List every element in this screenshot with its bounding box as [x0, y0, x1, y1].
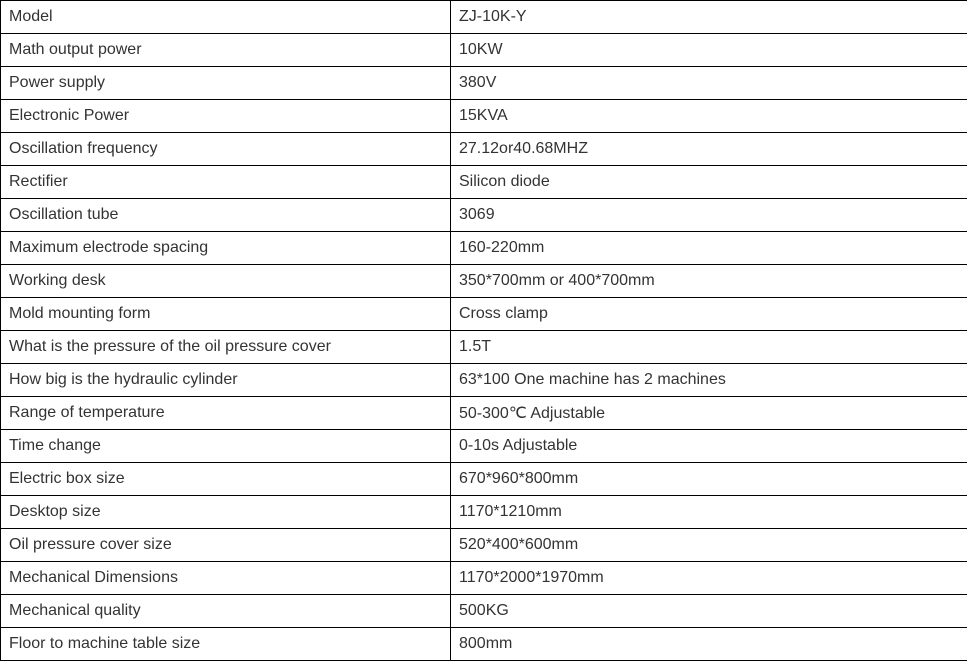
table-body: Model ZJ-10K-Y Math output power 10KW Po… [1, 1, 967, 661]
spec-value: 50-300℃ Adjustable [451, 397, 967, 430]
spec-value: 670*960*800mm [451, 463, 967, 496]
table-row: How big is the hydraulic cylinder 63*100… [1, 364, 967, 397]
spec-label: Electric box size [1, 463, 451, 496]
table-row: Floor to machine table size 800mm [1, 628, 967, 661]
spec-label: Range of temperature [1, 397, 451, 430]
spec-label: How big is the hydraulic cylinder [1, 364, 451, 397]
table-row: Rectifier Silicon diode [1, 166, 967, 199]
table-row: Oil pressure cover size 520*400*600mm [1, 529, 967, 562]
spec-value: 3069 [451, 199, 967, 232]
spec-label: Power supply [1, 67, 451, 100]
spec-value: 350*700mm or 400*700mm [451, 265, 967, 298]
spec-value: 380V [451, 67, 967, 100]
spec-label: Oscillation frequency [1, 133, 451, 166]
table-row: Time change 0-10s Adjustable [1, 430, 967, 463]
spec-value: 500KG [451, 595, 967, 628]
spec-label: Model [1, 1, 451, 34]
spec-value: 0-10s Adjustable [451, 430, 967, 463]
spec-value: 800mm [451, 628, 967, 661]
spec-label: Electronic Power [1, 100, 451, 133]
table-row: Power supply 380V [1, 67, 967, 100]
spec-value: Cross clamp [451, 298, 967, 331]
table-row: Electronic Power 15KVA [1, 100, 967, 133]
spec-value: 63*100 One machine has 2 machines [451, 364, 967, 397]
spec-value: 15KVA [451, 100, 967, 133]
spec-label: Floor to machine table size [1, 628, 451, 661]
spec-label: Working desk [1, 265, 451, 298]
spec-label: What is the pressure of the oil pressure… [1, 331, 451, 364]
spec-label: Maximum electrode spacing [1, 232, 451, 265]
spec-label: Mold mounting form [1, 298, 451, 331]
table-row: Desktop size 1170*1210mm [1, 496, 967, 529]
spec-label: Mechanical quality [1, 595, 451, 628]
table-row: Mold mounting form Cross clamp [1, 298, 967, 331]
spec-value: ZJ-10K-Y [451, 1, 967, 34]
table-row: Mechanical quality 500KG [1, 595, 967, 628]
spec-value: 27.12or40.68MHZ [451, 133, 967, 166]
table-row: Range of temperature 50-300℃ Adjustable [1, 397, 967, 430]
spec-label: Oil pressure cover size [1, 529, 451, 562]
specification-table: Model ZJ-10K-Y Math output power 10KW Po… [0, 0, 967, 661]
table-row: Model ZJ-10K-Y [1, 1, 967, 34]
table-row: Electric box size 670*960*800mm [1, 463, 967, 496]
table-row: What is the pressure of the oil pressure… [1, 331, 967, 364]
spec-label: Time change [1, 430, 451, 463]
table-row: Oscillation tube 3069 [1, 199, 967, 232]
spec-label: Math output power [1, 34, 451, 67]
spec-value: 520*400*600mm [451, 529, 967, 562]
spec-label: Mechanical Dimensions [1, 562, 451, 595]
spec-value: 1170*1210mm [451, 496, 967, 529]
spec-label: Oscillation tube [1, 199, 451, 232]
table-row: Working desk 350*700mm or 400*700mm [1, 265, 967, 298]
table-row: Mechanical Dimensions 1170*2000*1970mm [1, 562, 967, 595]
table-row: Math output power 10KW [1, 34, 967, 67]
spec-label: Rectifier [1, 166, 451, 199]
spec-value: 1170*2000*1970mm [451, 562, 967, 595]
table-row: Oscillation frequency 27.12or40.68MHZ [1, 133, 967, 166]
table-row: Maximum electrode spacing 160-220mm [1, 232, 967, 265]
spec-label: Desktop size [1, 496, 451, 529]
spec-value: 1.5T [451, 331, 967, 364]
spec-value: 160-220mm [451, 232, 967, 265]
spec-value: 10KW [451, 34, 967, 67]
spec-value: Silicon diode [451, 166, 967, 199]
